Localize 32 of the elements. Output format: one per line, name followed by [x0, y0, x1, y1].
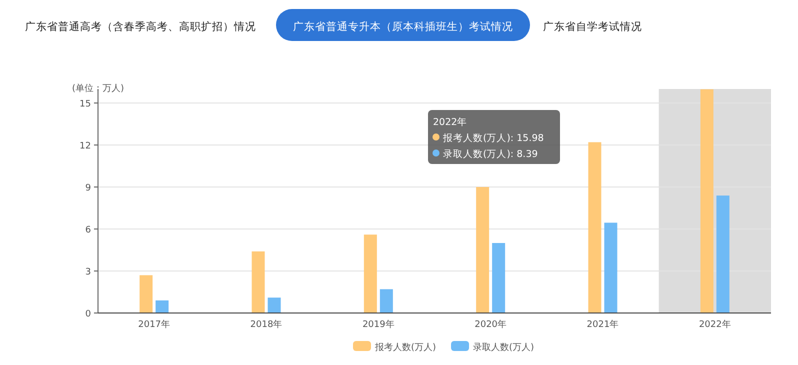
bar	[492, 243, 506, 313]
legend-label: 报考人数(万人)	[374, 342, 436, 353]
bar	[268, 298, 281, 313]
x-tick-label: 2018年	[250, 319, 282, 330]
tooltip: 2022年 报考人数(万人): 15.98 录取人数(万人): 8.39	[428, 110, 560, 164]
y-tick-label: 3	[85, 268, 91, 278]
y-axis-title: (单位：万人)	[72, 83, 124, 94]
annotation: 2022年	[433, 116, 468, 128]
bar	[140, 275, 153, 313]
legend-label: 录取人数(万人)	[473, 342, 534, 353]
annotation: 录取人数(万人): 8.39	[443, 149, 538, 160]
bar	[380, 289, 393, 313]
bar	[476, 187, 490, 313]
bar	[364, 234, 377, 313]
tabs: 广东省普通高考（含春季高考、高职扩招）情况 广东省普通专升本（原本科插班生）考试情况 广东省自学考试情况	[25, 9, 642, 41]
x-tick-label: 2017年	[138, 319, 170, 330]
x-tick-label: 2020年	[474, 319, 507, 330]
x-tick-label: 2019年	[362, 319, 394, 330]
bar	[588, 142, 602, 313]
y-tick-label: 6	[85, 226, 92, 236]
bar	[700, 89, 714, 313]
bar	[252, 251, 265, 313]
y-tick-label: 15	[80, 100, 91, 110]
y-tick-label: 0	[85, 310, 92, 320]
x-tick-label: 2022年	[698, 319, 731, 330]
y-tick-label: 9	[85, 184, 92, 194]
bar	[604, 222, 618, 313]
x-tick-label: 2021年	[586, 319, 619, 330]
annotation: 报考人数(万人): 15.98	[442, 132, 544, 144]
bar	[156, 300, 169, 313]
bar	[716, 196, 730, 313]
y-tick-label: 12	[80, 142, 91, 152]
